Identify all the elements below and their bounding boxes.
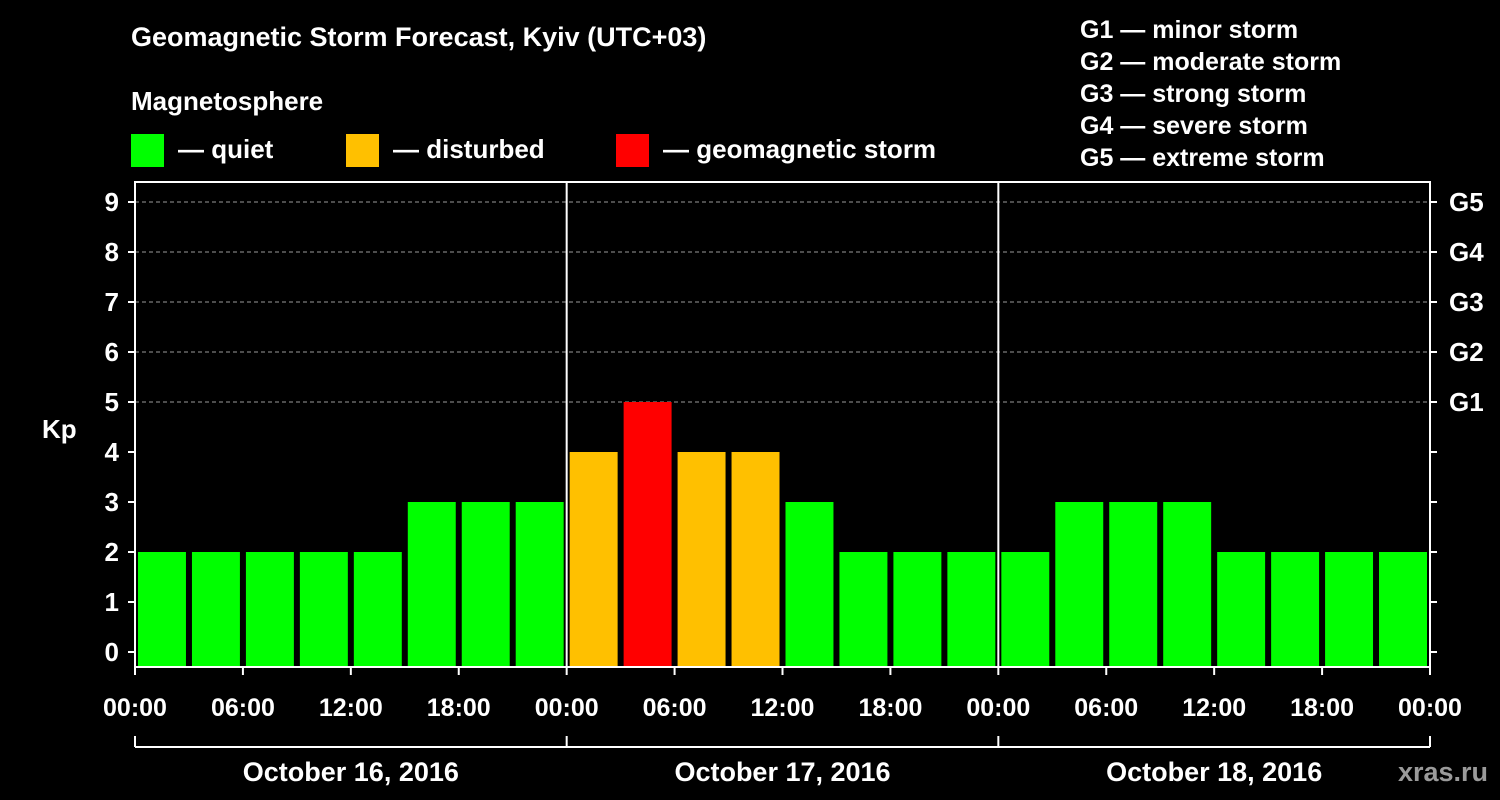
y-tick-label: 7 <box>105 287 119 317</box>
storm-scale-legend: G1 — minor storm G2 — moderate storm G3 … <box>1080 14 1341 174</box>
watermark: xras.ru <box>1397 757 1488 787</box>
scale-g4: G4 — severe storm <box>1080 112 1308 140</box>
kp-bar <box>623 402 672 667</box>
x-tick-label: 06:00 <box>211 694 275 722</box>
g-scale-label: G3 <box>1449 287 1484 317</box>
g-scale-label: G1 <box>1449 387 1484 417</box>
kp-bar <box>1217 552 1266 667</box>
y-tick-label: 2 <box>105 537 119 567</box>
g-scale-label: G4 <box>1449 237 1484 267</box>
kp-bar <box>191 552 240 667</box>
kp-bar <box>515 502 564 667</box>
x-tick-label: 12:00 <box>319 694 383 722</box>
kp-bar <box>785 502 834 667</box>
legend-quiet-swatch <box>131 134 164 167</box>
legend-storm-swatch <box>616 134 649 167</box>
scale-g2: G2 — moderate storm <box>1080 48 1342 76</box>
legend-disturbed-swatch <box>346 134 379 167</box>
kp-bar <box>299 552 348 667</box>
kp-bar <box>1163 502 1212 667</box>
kp-bar <box>461 502 510 667</box>
x-tick-label: 18:00 <box>1290 694 1354 722</box>
kp-bar <box>1109 502 1158 667</box>
y-tick-label: 5 <box>105 387 119 417</box>
kp-bar <box>407 502 456 667</box>
y-axis-label: Kp <box>42 414 77 444</box>
y-tick-label: 0 <box>105 637 119 667</box>
y-tick-label: 8 <box>105 237 119 267</box>
day-label: October 18, 2016 <box>1106 757 1322 787</box>
legend-quiet-label: — quiet <box>178 134 274 164</box>
scale-g3: G3 — strong storm <box>1080 80 1307 108</box>
kp-bar <box>1055 502 1104 667</box>
kp-bar <box>1271 552 1320 667</box>
scale-g5: G5 — extreme storm <box>1080 144 1325 172</box>
day-label: October 16, 2016 <box>243 757 459 787</box>
scale-g1: G1 — minor storm <box>1080 16 1299 44</box>
kp-bar <box>677 452 726 667</box>
x-tick-label: 00:00 <box>1398 694 1462 722</box>
kp-bar <box>947 552 996 667</box>
y-tick-label: 9 <box>105 187 119 217</box>
y-tick-label: 1 <box>105 587 119 617</box>
kp-bar <box>138 552 186 667</box>
magnetosphere-heading: Magnetosphere <box>131 86 324 116</box>
legend-storm-label: — geomagnetic storm <box>663 134 937 164</box>
x-tick-label: 06:00 <box>643 694 707 722</box>
kp-bar <box>353 552 402 667</box>
kp-bar <box>839 552 888 667</box>
x-tick-label: 18:00 <box>427 694 491 722</box>
y-tick-label: 6 <box>105 337 119 367</box>
kp-bar <box>1001 552 1050 667</box>
kp-bar <box>1325 552 1374 667</box>
g-scale-label: G2 <box>1449 337 1484 367</box>
y-tick-label: 4 <box>105 437 120 467</box>
x-tick-label: 18:00 <box>858 694 922 722</box>
kp-bar <box>569 452 618 667</box>
kp-bar <box>1379 552 1427 667</box>
x-tick-label: 12:00 <box>1182 694 1246 722</box>
x-tick-label: 00:00 <box>966 694 1030 722</box>
kp-bar <box>245 552 294 667</box>
kp-bar <box>893 552 942 667</box>
x-tick-label: 06:00 <box>1074 694 1138 722</box>
x-tick-label: 12:00 <box>751 694 815 722</box>
day-label: October 17, 2016 <box>674 757 890 787</box>
kp-bar <box>731 452 780 667</box>
legend-disturbed-label: — disturbed <box>393 134 545 164</box>
chart-title: Geomagnetic Storm Forecast, Kyiv (UTC+03… <box>131 22 707 52</box>
y-tick-label: 3 <box>105 487 119 517</box>
x-tick-label: 00:00 <box>103 694 167 722</box>
g-scale-label: G5 <box>1449 187 1484 217</box>
x-tick-label: 00:00 <box>535 694 599 722</box>
